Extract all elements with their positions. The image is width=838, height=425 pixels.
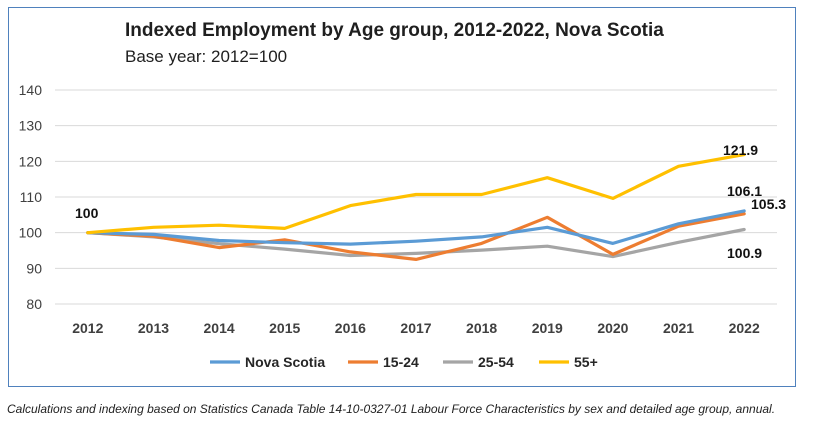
legend-label-25-54: 25-54 [478, 354, 514, 370]
chart-title: Indexed Employment by Age group, 2012-20… [125, 20, 664, 41]
source-footnote: Calculations and indexing based on Stati… [7, 402, 776, 416]
y-tick-label: 110 [20, 189, 43, 205]
data-label-nova-scotia-2022: 106.1 [727, 183, 762, 199]
x-tick-label: 2021 [663, 320, 694, 336]
data-label-55plus-2022: 121.9 [723, 142, 758, 158]
y-tick-label: 80 [26, 296, 42, 312]
legend-label-55-: 55+ [574, 354, 598, 370]
series-line-15-24 [86, 212, 746, 261]
x-tick-label: 2014 [204, 320, 235, 336]
x-tick-label: 2018 [466, 320, 497, 336]
data-label-2012-start: 100 [75, 205, 99, 221]
legend-label-15-24: 15-24 [383, 354, 419, 370]
x-tick-label: 2013 [138, 320, 169, 336]
legend-label-nova-scotia: Nova Scotia [245, 354, 325, 370]
y-tick-label: 100 [19, 225, 43, 241]
data-label-25-54-2022: 100.9 [727, 245, 762, 261]
y-tick-label: 90 [26, 260, 42, 276]
x-tick-label: 2020 [597, 320, 628, 336]
x-tick-label: 2017 [400, 320, 431, 336]
series-line-nova-scotia [86, 209, 746, 246]
data-label-15-24-2022: 105.3 [751, 196, 786, 212]
x-tick-label: 2012 [72, 320, 103, 336]
x-tick-label: 2016 [335, 320, 366, 336]
x-tick-label: 2015 [269, 320, 300, 336]
chart-subtitle: Base year: 2012=100 [125, 47, 288, 66]
y-tick-label: 130 [19, 118, 43, 134]
series-line-55- [86, 153, 746, 235]
x-tick-label: 2019 [532, 320, 563, 336]
series-line-25-54 [86, 227, 746, 259]
y-tick-label: 140 [19, 82, 43, 98]
x-tick-label: 2022 [729, 320, 760, 336]
y-tick-label: 120 [19, 153, 43, 169]
